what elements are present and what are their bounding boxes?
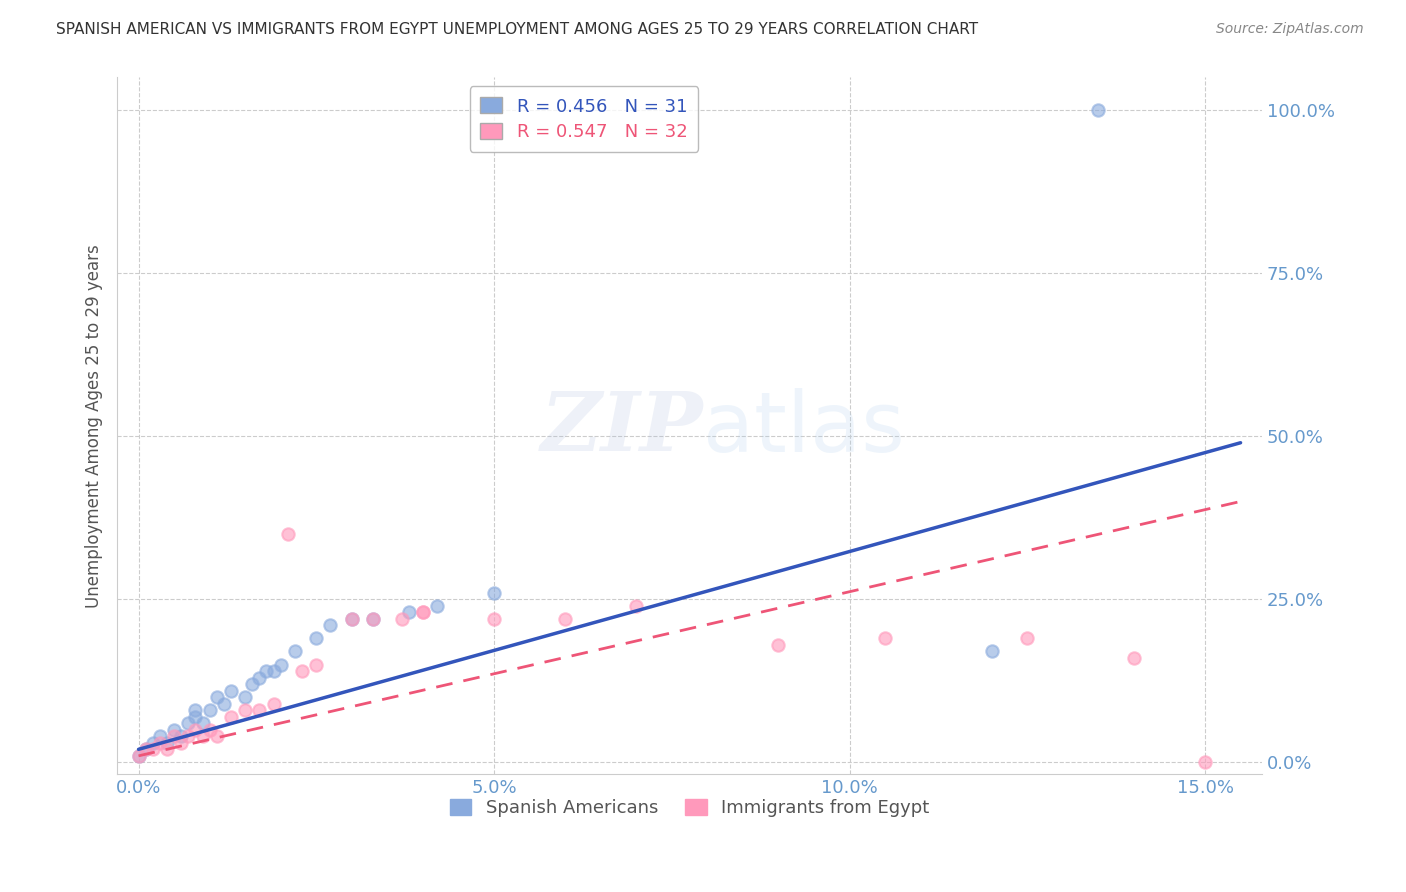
Text: ZIP: ZIP [540, 388, 703, 468]
Point [554, 612, 576, 626]
Point [391, 612, 413, 626]
Point [1017, 632, 1039, 646]
Y-axis label: Unemployment Among Ages 25 to 29 years: Unemployment Among Ages 25 to 29 years [86, 244, 103, 607]
Point [156, 736, 179, 750]
Text: Source: ZipAtlas.com: Source: ZipAtlas.com [1216, 22, 1364, 37]
Point [177, 729, 200, 743]
Point [156, 742, 179, 756]
Point [142, 736, 165, 750]
Point [219, 683, 242, 698]
Point [149, 729, 172, 743]
Point [233, 703, 256, 717]
Point [212, 697, 235, 711]
Point [240, 677, 263, 691]
Point [256, 664, 278, 678]
Point [291, 664, 314, 678]
Point [263, 697, 285, 711]
Point [198, 703, 221, 717]
Point [135, 742, 157, 756]
Point [135, 742, 157, 756]
Point [205, 729, 228, 743]
Point [205, 690, 228, 705]
Point [768, 638, 790, 652]
Point [305, 632, 328, 646]
Point [482, 612, 505, 626]
Text: SPANISH AMERICAN VS IMMIGRANTS FROM EGYPT UNEMPLOYMENT AMONG AGES 25 TO 29 YEARS: SPANISH AMERICAN VS IMMIGRANTS FROM EGYP… [56, 22, 979, 37]
Point [398, 605, 420, 619]
Point [247, 703, 270, 717]
Point [191, 729, 214, 743]
Point [482, 586, 505, 600]
Point [305, 657, 328, 672]
Point [426, 599, 449, 613]
Point [184, 703, 207, 717]
Point [142, 742, 165, 756]
Point [149, 736, 172, 750]
Point [263, 664, 285, 678]
Point [361, 612, 384, 626]
Point [233, 690, 256, 705]
Text: atlas: atlas [703, 388, 904, 468]
Point [412, 605, 434, 619]
Point [128, 748, 150, 763]
Point [163, 729, 186, 743]
Point [284, 644, 307, 658]
Point [1194, 756, 1216, 770]
Point [270, 657, 292, 672]
Point [128, 748, 150, 763]
Point [198, 723, 221, 737]
Point [980, 644, 1002, 658]
Point [177, 716, 200, 731]
Point [412, 605, 434, 619]
Point [184, 709, 207, 723]
Point [277, 527, 299, 541]
Point [340, 612, 363, 626]
Point [626, 599, 648, 613]
Point [340, 612, 363, 626]
Point [170, 729, 193, 743]
Legend: Spanish Americans, Immigrants from Egypt: Spanish Americans, Immigrants from Egypt [443, 791, 936, 824]
Point [319, 618, 342, 632]
Point [361, 612, 384, 626]
Point [1087, 103, 1109, 117]
Point [1122, 651, 1144, 665]
Point [873, 632, 896, 646]
Point [163, 723, 186, 737]
Point [219, 709, 242, 723]
Point [170, 736, 193, 750]
Point [247, 671, 270, 685]
Point [191, 716, 214, 731]
Point [184, 723, 207, 737]
